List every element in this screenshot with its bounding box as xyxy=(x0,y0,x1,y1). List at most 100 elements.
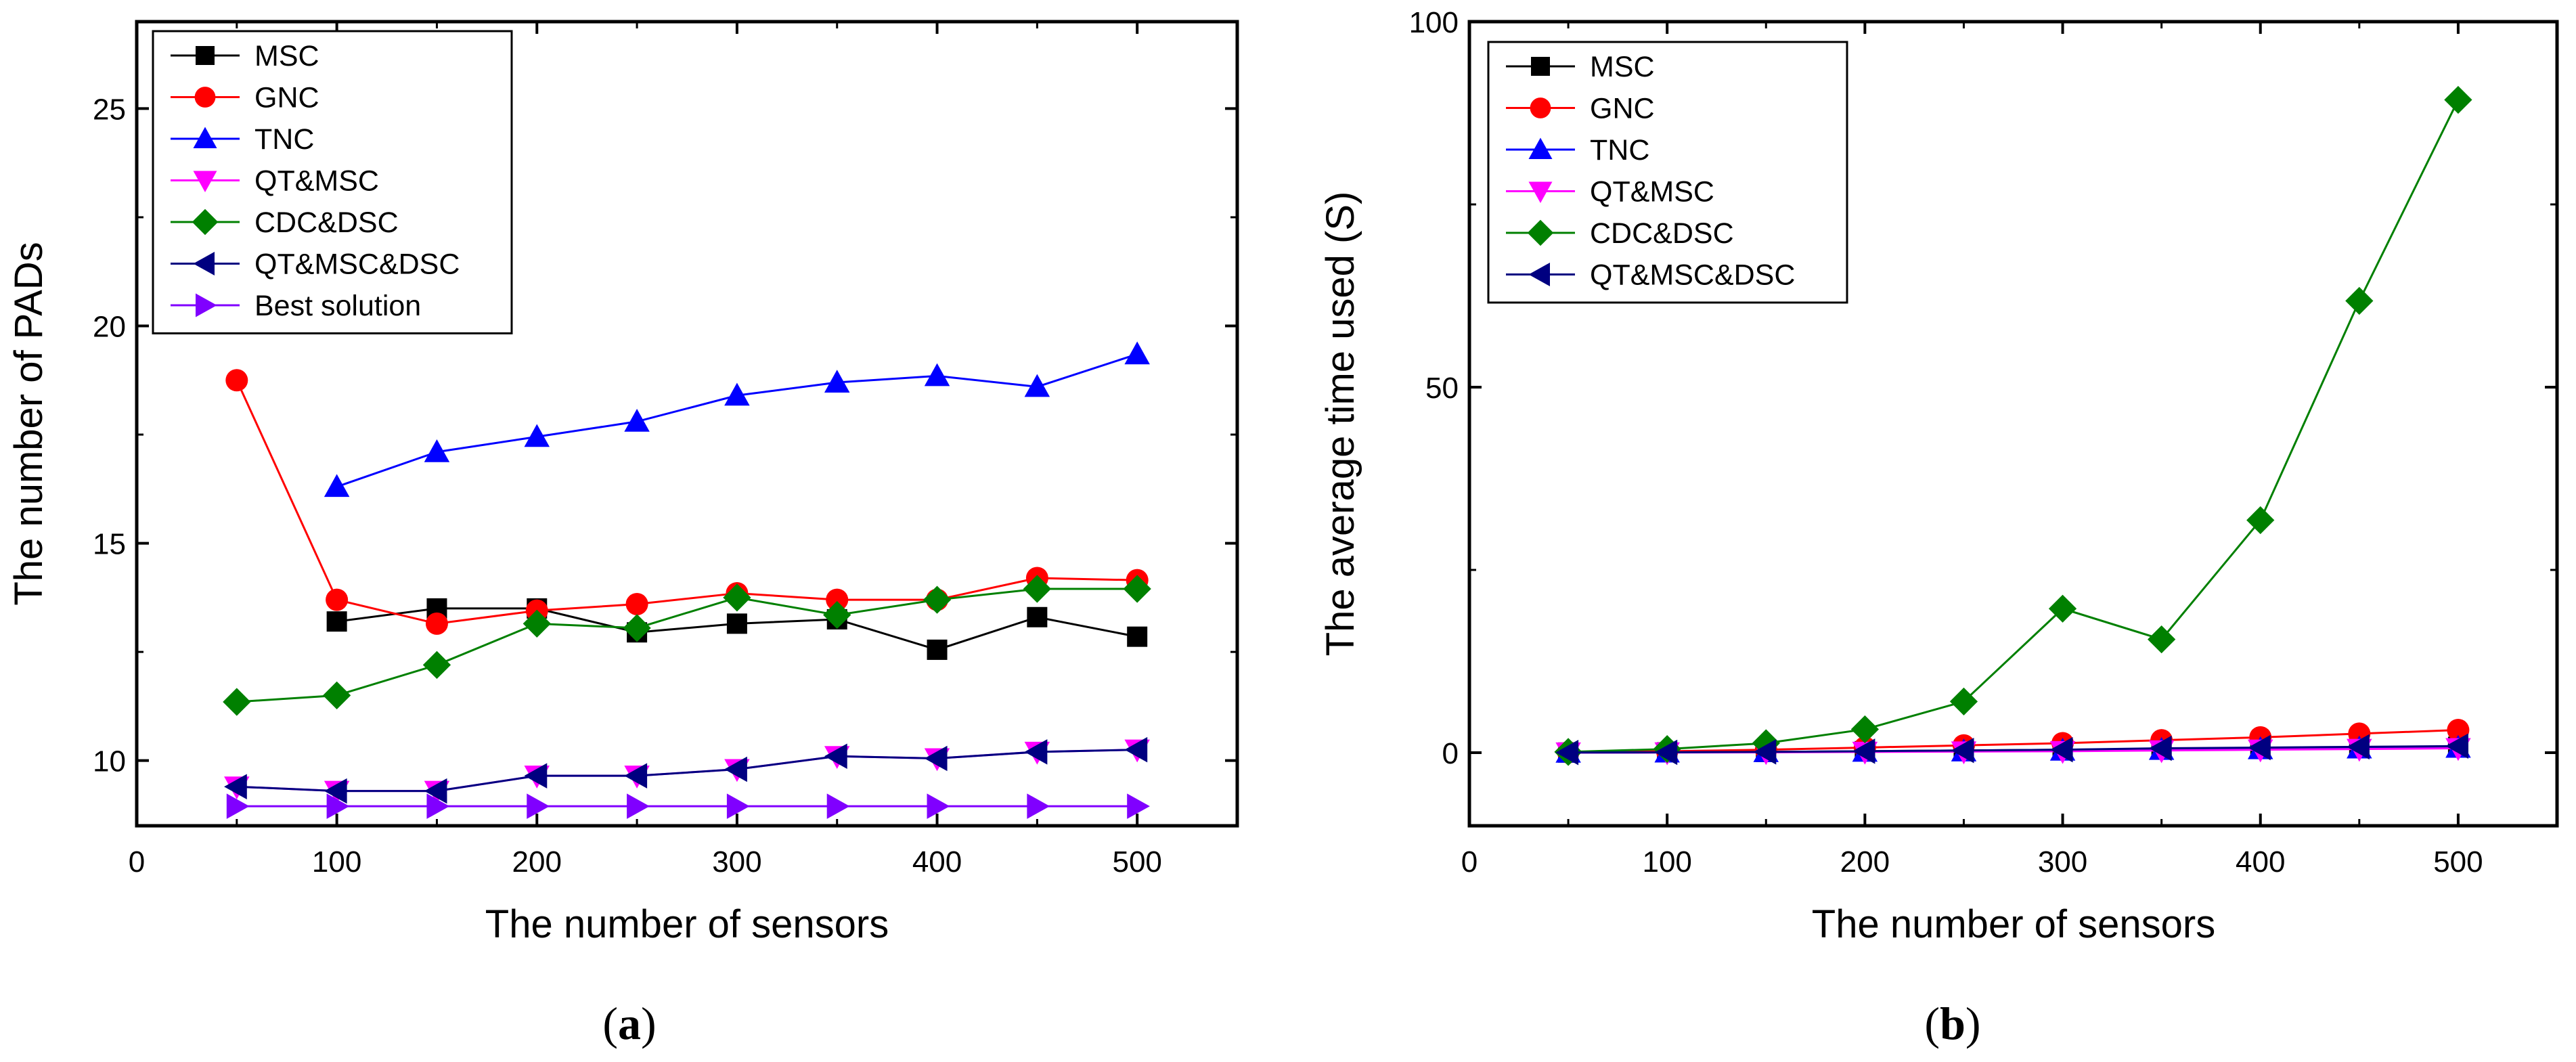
data-point xyxy=(723,583,751,612)
data-point xyxy=(326,588,349,611)
y-tick-label: 0 xyxy=(1442,737,1459,770)
data-point xyxy=(425,612,448,635)
data-point xyxy=(1949,687,1978,716)
series-line xyxy=(236,749,1138,793)
legend-marker xyxy=(193,171,217,192)
x-tick-label: 400 xyxy=(912,845,962,879)
legend: MSC GNC TNC QT&MSC CDC&DSC QT&MSC&DSC Best sol… xyxy=(152,30,513,334)
data-point xyxy=(324,778,347,804)
series-group xyxy=(1554,85,2472,766)
caption-a: (a) xyxy=(602,998,656,1049)
data-point xyxy=(824,743,847,770)
legend-marker xyxy=(1528,263,1550,286)
data-point xyxy=(726,613,747,634)
legend-marker xyxy=(1528,137,1553,159)
x-tick-label: 200 xyxy=(512,845,562,879)
data-point xyxy=(724,382,750,406)
data-point xyxy=(2345,286,2374,315)
axis-ticks: 0 100 200 300 400 500 10 15 20 25 xyxy=(93,22,1237,879)
x-tick-label: 0 xyxy=(129,845,145,879)
legend-label: TNC xyxy=(254,123,314,156)
data-point xyxy=(826,588,849,611)
legend-label: QT&MSC&DSC xyxy=(1590,259,1795,292)
x-tick-label: 500 xyxy=(2433,845,2483,879)
data-point xyxy=(1555,740,1579,766)
data-point xyxy=(2246,506,2275,535)
data-point xyxy=(1850,715,1879,744)
data-point xyxy=(924,745,948,772)
legend-label: TNC xyxy=(1590,134,1649,167)
series-group xyxy=(223,341,1151,819)
legend-marker xyxy=(1530,97,1551,118)
data-point xyxy=(2247,734,2271,761)
data-point xyxy=(2447,719,2470,742)
data-point xyxy=(624,409,650,432)
data-point xyxy=(1027,793,1050,819)
y-tick-label: 50 xyxy=(1425,372,1459,405)
series-cdc-dsc xyxy=(223,575,1151,716)
legend-label: QT&MSC&DSC xyxy=(254,248,460,281)
axis-ticks: 0 100 200 300 400 500 0 50 100 xyxy=(1409,6,2557,879)
legend-label: MSC xyxy=(254,40,319,72)
data-point xyxy=(625,592,648,615)
x-tick-label: 100 xyxy=(1642,845,1691,879)
y-tick-label: 15 xyxy=(93,528,126,561)
data-point xyxy=(927,639,948,660)
data-point xyxy=(824,370,850,393)
legend-label: GNC xyxy=(254,82,319,114)
data-point xyxy=(323,681,351,709)
legend-marker xyxy=(196,46,215,65)
data-point xyxy=(1852,738,1875,764)
data-point xyxy=(422,650,451,680)
legend-marker xyxy=(1531,57,1550,76)
series-line xyxy=(1568,99,2460,753)
data-point xyxy=(1124,341,1150,365)
legend-marker xyxy=(192,208,219,236)
data-point xyxy=(623,614,651,642)
data-point xyxy=(726,793,750,819)
legend-box xyxy=(152,30,513,334)
data-point xyxy=(923,585,952,614)
legend-label: GNC xyxy=(1590,93,1655,125)
data-point xyxy=(527,793,550,819)
chart-panel-a: 0 100 200 300 400 500 10 15 20 25 MSC GNC TNC QT&MSC… xyxy=(7,20,1239,1049)
data-point xyxy=(1124,736,1148,763)
legend-label: QT&MSC xyxy=(254,165,379,198)
y-axis-label: The average time used (S) xyxy=(1318,192,1362,657)
legend-marker xyxy=(193,127,217,148)
x-tick-label: 400 xyxy=(2236,845,2285,879)
series-tnc xyxy=(324,341,1150,497)
y-axis-label: The number of PADs xyxy=(7,242,51,605)
data-point xyxy=(424,439,450,462)
legend-label: MSC xyxy=(1590,51,1655,83)
series-qt-msc-dsc xyxy=(1555,733,2468,766)
y-tick-label: 100 xyxy=(1409,6,1459,39)
data-point xyxy=(1127,793,1150,819)
y-tick-label: 10 xyxy=(93,745,126,778)
series-line xyxy=(1568,729,2458,753)
series-line xyxy=(236,380,1138,625)
data-point xyxy=(2347,734,2370,760)
data-point xyxy=(1023,575,1051,603)
data-point xyxy=(1753,739,1777,765)
data-point xyxy=(1024,374,1050,397)
plot-area-frame xyxy=(135,20,1239,828)
series-qt-msc-dsc xyxy=(224,736,1148,804)
data-point xyxy=(927,793,950,819)
series-best-solution xyxy=(226,793,1150,819)
data-point xyxy=(524,763,548,789)
data-point xyxy=(225,369,248,392)
legend-label: CDC&DSC xyxy=(1590,217,1734,250)
y-tick-label: 25 xyxy=(93,93,126,126)
data-point xyxy=(624,763,648,789)
data-point xyxy=(724,756,747,782)
caption-b: (b) xyxy=(1924,998,1980,1049)
legend-label: Best solution xyxy=(254,290,421,322)
legend-marker xyxy=(1528,181,1553,203)
data-point xyxy=(823,600,851,629)
data-point xyxy=(2148,735,2172,761)
legend-marker xyxy=(1527,219,1554,246)
x-tick-label: 500 xyxy=(1112,845,1161,879)
data-point xyxy=(1127,626,1148,647)
x-tick-label: 100 xyxy=(312,845,361,879)
